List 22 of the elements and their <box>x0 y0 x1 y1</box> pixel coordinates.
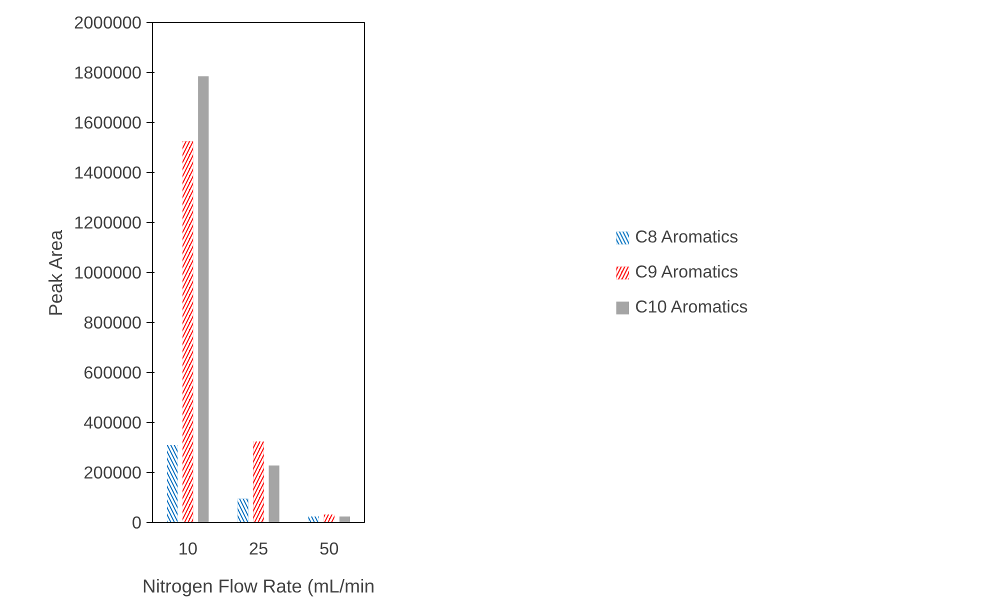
y-tick-label: 2000000 <box>74 12 142 32</box>
bar <box>268 466 280 522</box>
x-axis-title: Nitrogen Flow Rate (mL/min <box>142 576 375 596</box>
y-tick-label: 1600000 <box>74 112 142 132</box>
y-tick-label: 1200000 <box>74 212 142 232</box>
y-axis-title: Peak Area <box>45 229 66 316</box>
x-tick-label: 25 <box>248 538 268 558</box>
legend-label: C10 Aromatics <box>635 296 748 318</box>
y-tick-label: 1400000 <box>74 162 142 182</box>
y-tick-label: 200000 <box>84 462 142 482</box>
y-tick-label: 400000 <box>84 412 142 432</box>
legend-label: C9 Aromatics <box>635 262 738 282</box>
x-tick-label: 50 <box>320 538 339 558</box>
bar <box>339 516 350 522</box>
y-tick-label: 1800000 <box>74 62 142 82</box>
y-tick-label: 600000 <box>84 362 142 382</box>
y-tick-label: 0 <box>132 512 142 532</box>
bar <box>198 76 209 522</box>
y-tick-label: 1000000 <box>74 262 142 282</box>
x-tick-label: 10 <box>178 538 198 558</box>
legend-label: C8 Aromatics <box>635 226 738 248</box>
y-tick-label: 800000 <box>84 312 142 332</box>
